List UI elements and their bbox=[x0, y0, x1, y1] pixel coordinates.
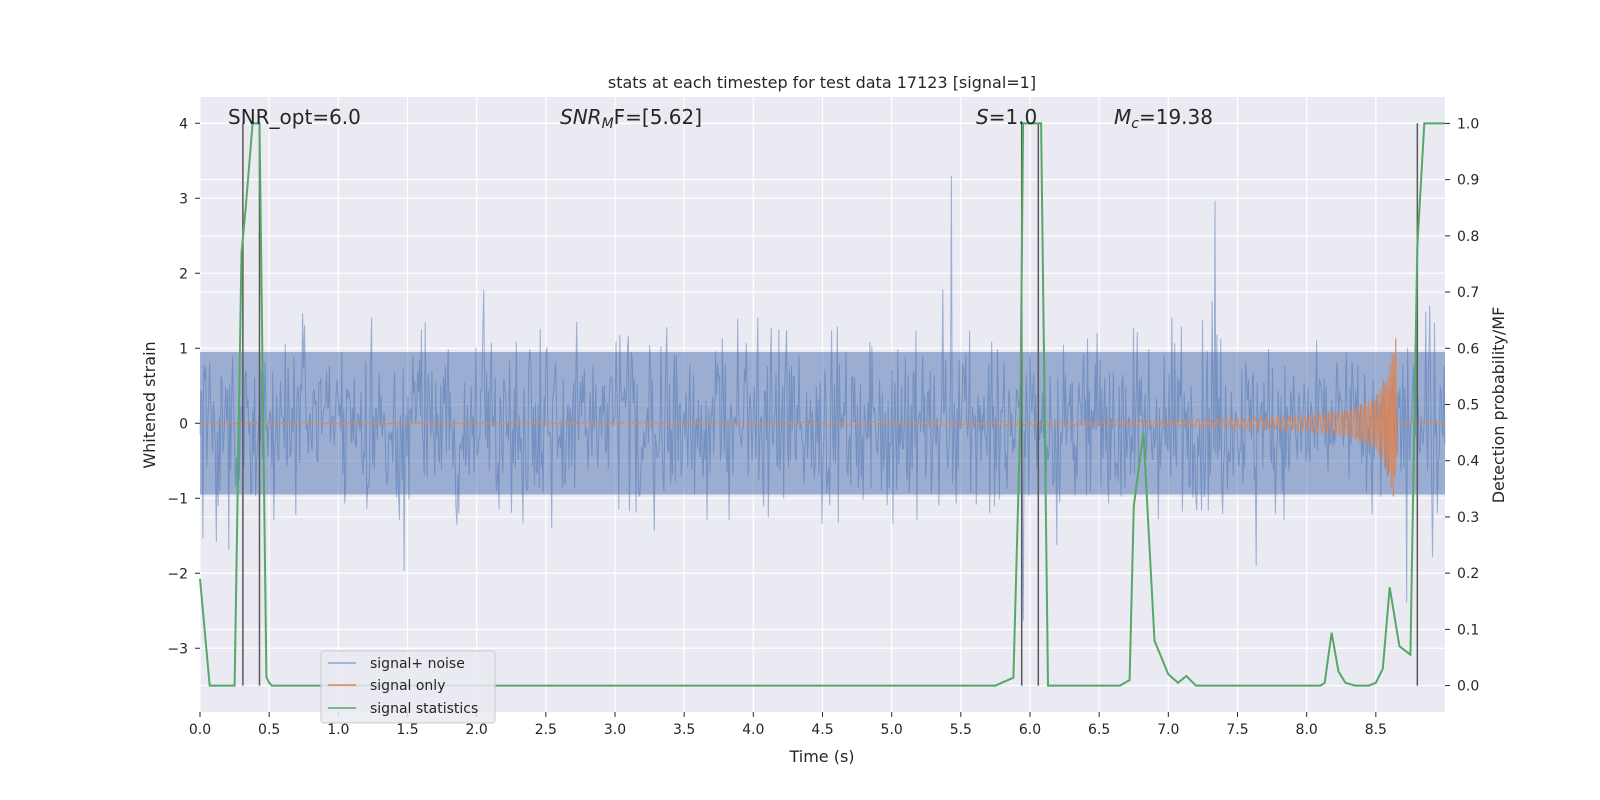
signal-line bbox=[200, 338, 1445, 497]
annotation-s-italic: S bbox=[976, 105, 989, 129]
x-tick-label: 3.5 bbox=[673, 722, 695, 738]
legend-label-signal-noise: signal+ noise bbox=[370, 656, 465, 672]
x-tick-label: 1.5 bbox=[396, 722, 418, 738]
x-tick-label: 8.5 bbox=[1365, 722, 1387, 738]
annotation-s: S=1.0 bbox=[976, 105, 1037, 129]
x-axis-label: Time (s) bbox=[788, 747, 854, 766]
y-right-tick-label: 0.4 bbox=[1457, 454, 1479, 470]
y-left-tick-label: −1 bbox=[167, 491, 188, 507]
annotation-mc-rest: =19.38 bbox=[1139, 105, 1213, 129]
annotation-snr-opt: SNR_opt=6.0 bbox=[228, 105, 361, 129]
y-right-axis-label: Detection probability/MF bbox=[1489, 307, 1508, 504]
y-right-tick-label: 0.3 bbox=[1457, 510, 1479, 526]
annotation-snr-mf-rest: F=[5.62] bbox=[614, 105, 702, 129]
x-tick-label: 7.5 bbox=[1226, 722, 1248, 738]
x-tick-label: 0.5 bbox=[258, 722, 280, 738]
y-left-tick-label: −2 bbox=[167, 566, 188, 582]
y-left-tick-label: 4 bbox=[179, 116, 188, 132]
y-right-tick-label: 0.5 bbox=[1457, 398, 1479, 414]
x-tick-label: 4.0 bbox=[742, 722, 764, 738]
x-tick-label: 1.0 bbox=[327, 722, 349, 738]
annotation-mc-sub: c bbox=[1131, 116, 1139, 132]
legend-label-signal-statistics: signal statistics bbox=[370, 701, 478, 717]
chart-title: stats at each timestep for test data 171… bbox=[608, 73, 1036, 92]
y-left-tick-label: −3 bbox=[167, 641, 188, 657]
y-right-tick-label: 0.2 bbox=[1457, 566, 1479, 582]
y-right-tick-label: 0.0 bbox=[1457, 679, 1479, 695]
x-axis-ticks: 0.0 0.5 1.0 1.5 2.0 2.5 3.0 3.5 4.0 4.5 5.0 5.5 6.0 6… bbox=[189, 712, 1387, 738]
annotation-s-rest: =1.0 bbox=[989, 105, 1038, 129]
annotation-snr-mf: SNRMF=[5.62] bbox=[560, 105, 702, 132]
annotation-snr-mf-base: SNR bbox=[560, 105, 602, 129]
y-left-axis-ticks: −3 −2 −1 0 1 2 3 4 bbox=[167, 116, 200, 657]
annotation-mc-italic: M bbox=[1114, 105, 1131, 129]
x-tick-label: 0.0 bbox=[189, 722, 211, 738]
series-signal-only bbox=[200, 338, 1445, 497]
y-right-tick-label: 0.8 bbox=[1457, 229, 1479, 245]
y-left-tick-label: 2 bbox=[179, 266, 188, 282]
y-left-tick-label: 1 bbox=[179, 341, 188, 357]
legend: signal+ noise signal only signal statist… bbox=[320, 650, 496, 724]
x-tick-label: 7.0 bbox=[1157, 722, 1179, 738]
vertical-lines bbox=[242, 123, 1419, 686]
x-tick-label: 2.0 bbox=[466, 722, 488, 738]
y-right-axis-ticks: 0.0 0.1 0.2 0.3 0.4 0.5 0.6 0.7 0.8 0.9 1.0 bbox=[1445, 116, 1479, 695]
y-right-tick-label: 0.7 bbox=[1457, 285, 1479, 301]
x-tick-label: 5.0 bbox=[881, 722, 903, 738]
x-tick-label: 2.5 bbox=[535, 722, 557, 738]
y-right-tick-label: 1.0 bbox=[1457, 116, 1479, 132]
series-signal-statistics bbox=[199, 122, 1445, 687]
annotation-snr-mf-sub: M bbox=[602, 116, 614, 132]
statistics-line bbox=[199, 122, 1445, 687]
noise-line bbox=[199, 175, 1446, 621]
y-right-tick-label: 0.9 bbox=[1457, 173, 1479, 189]
x-tick-label: 6.0 bbox=[1019, 722, 1041, 738]
y-left-tick-label: 0 bbox=[179, 416, 188, 432]
x-tick-label: 8.0 bbox=[1296, 722, 1318, 738]
x-tick-label: 4.5 bbox=[811, 722, 833, 738]
legend-label-signal-only: signal only bbox=[370, 678, 445, 694]
y-right-tick-label: 0.6 bbox=[1457, 341, 1479, 357]
y-left-tick-label: 3 bbox=[179, 191, 188, 207]
legend-box bbox=[320, 650, 496, 724]
x-tick-label: 3.0 bbox=[604, 722, 626, 738]
x-tick-label: 6.5 bbox=[1088, 722, 1110, 738]
annotation-mc: Mc=19.38 bbox=[1114, 105, 1213, 132]
y-left-axis-label: Whitened strain bbox=[140, 341, 159, 468]
y-right-tick-label: 0.1 bbox=[1457, 622, 1479, 638]
x-tick-label: 5.5 bbox=[950, 722, 972, 738]
